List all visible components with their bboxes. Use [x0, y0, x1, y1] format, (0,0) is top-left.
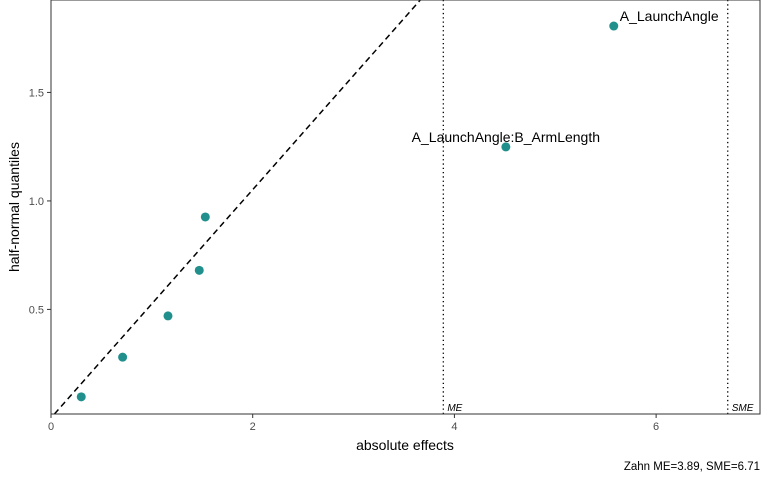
- data-point: [200, 212, 210, 222]
- point-label: A_LaunchAngle:B_ArmLength: [412, 129, 600, 145]
- data-point: [501, 142, 511, 152]
- y-tick-label: 1.5: [29, 87, 44, 99]
- reference-line: [53, 0, 421, 415]
- y-tick-label: 0.5: [29, 304, 44, 316]
- y-tick-label: 1.0: [29, 196, 44, 208]
- data-point: [163, 311, 173, 321]
- vline-label-me: ME: [447, 403, 462, 414]
- x-tick-label: 4: [451, 421, 457, 433]
- data-point: [194, 265, 204, 275]
- x-axis-label: absolute effects: [356, 437, 454, 453]
- plot-panel-border: [50, 0, 761, 415]
- x-tick-label: 2: [250, 421, 256, 433]
- x-tick-label: 6: [653, 421, 659, 433]
- caption: Zahn ME=3.89, SME=6.71: [624, 461, 760, 473]
- x-tick-label: 0: [48, 421, 54, 433]
- data-point: [118, 352, 128, 362]
- data-point: [609, 21, 619, 31]
- point-label: A_LaunchAngle: [620, 8, 719, 24]
- data-point: [76, 392, 86, 402]
- y-axis-label: half-normal quantiles: [6, 142, 22, 272]
- vline-label-sme: SME: [732, 403, 754, 414]
